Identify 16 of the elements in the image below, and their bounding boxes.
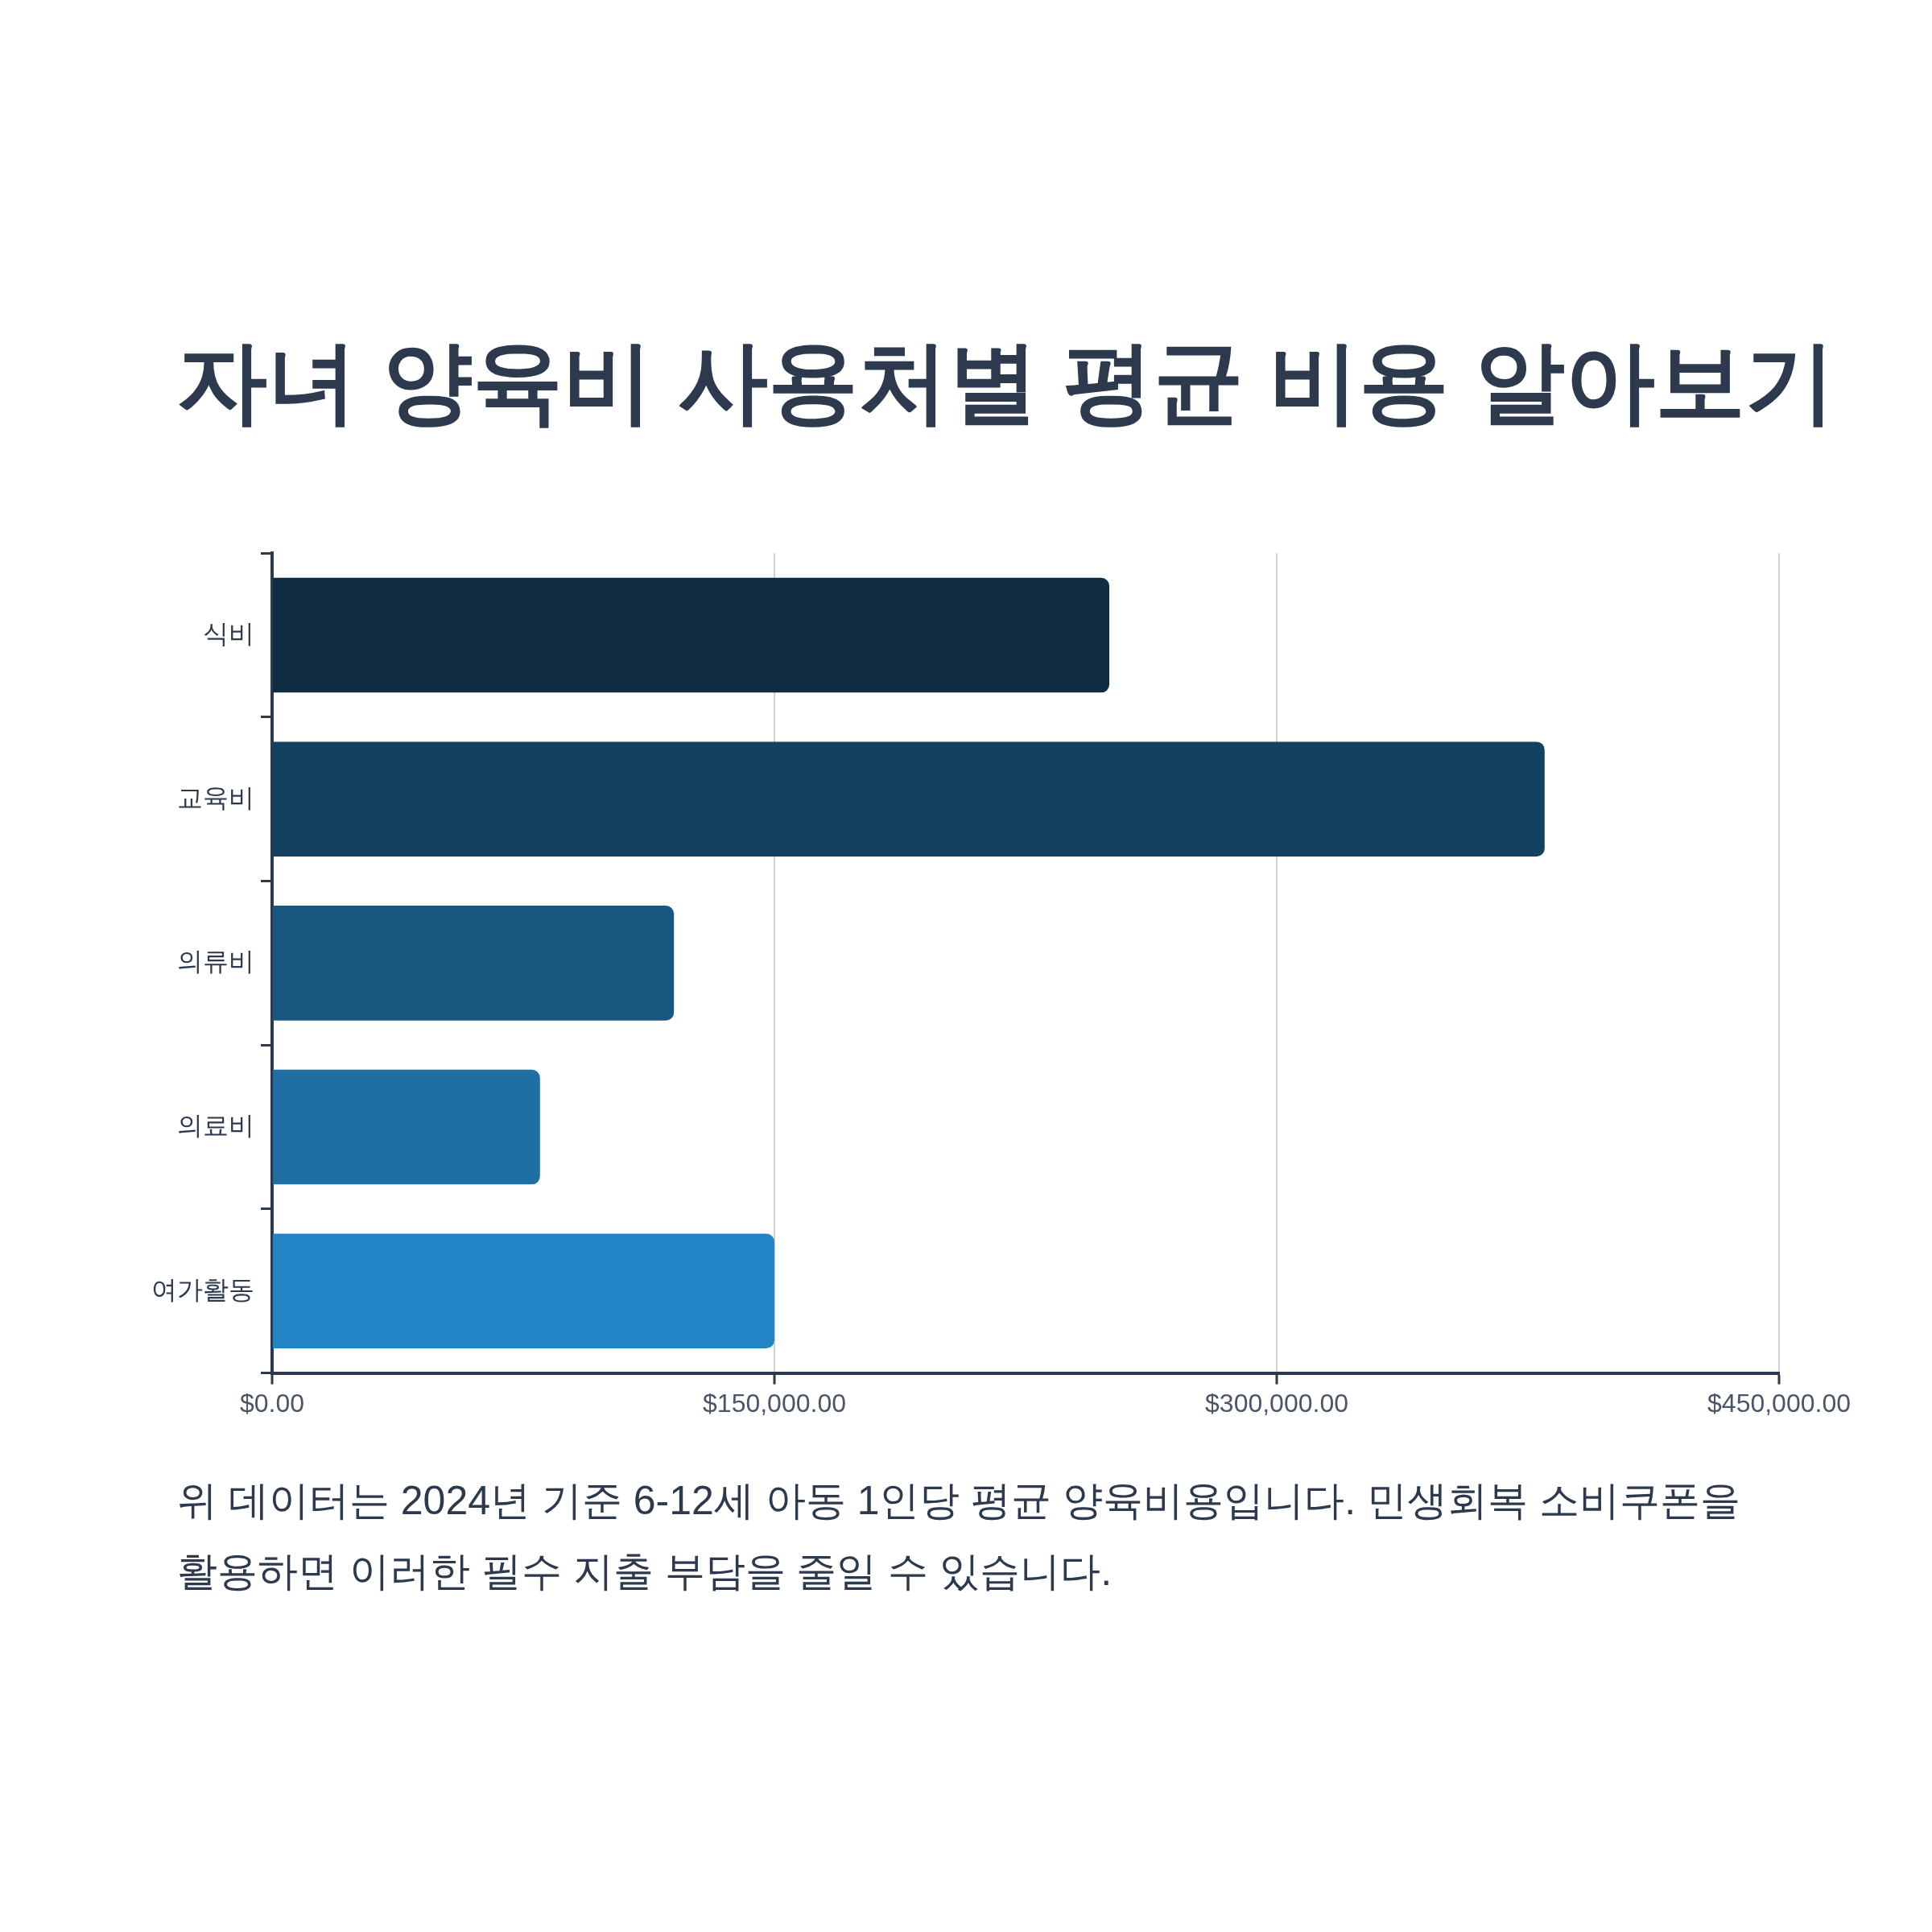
x-tick-label: $450,000.00 xyxy=(1707,1388,1851,1418)
bar xyxy=(273,1233,774,1349)
x-tick-label: $0.00 xyxy=(239,1388,305,1418)
y-tick-label: 교육비 xyxy=(177,782,254,812)
bar xyxy=(273,1069,540,1185)
y-tick-label: 식비 xyxy=(203,618,254,648)
chart-title: 자녀 양육비 사용처별 평균 비용 알아보기 xyxy=(177,331,1835,434)
x-tick-label: $150,000.00 xyxy=(703,1388,846,1418)
y-tick-label: 의류비 xyxy=(177,947,254,976)
bar xyxy=(273,577,1109,693)
y-tick-label: 여가활동 xyxy=(151,1274,254,1304)
text: 위 데이터는 2024년 기준 6-12세 아동 1인당 평균 양육비용입니다. 민생회복 소비쿠폰을 활용하면 이러한 필수 지출 부담을 줄일 수 있습니다. xyxy=(177,1477,1741,1596)
x-tick-label: $300,000.00 xyxy=(1205,1388,1348,1418)
bar xyxy=(273,741,1545,857)
y-tick-label: 의료비 xyxy=(177,1110,254,1140)
bar xyxy=(273,906,675,1021)
